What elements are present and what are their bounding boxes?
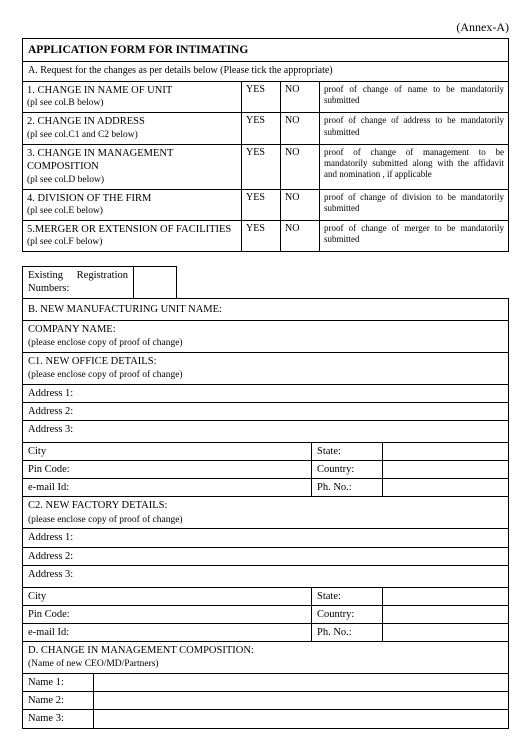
c2-email[interactable]: e-mail Id: xyxy=(23,624,312,642)
name2-label: Name 2: xyxy=(23,692,94,710)
c2-state-label: State: xyxy=(312,587,383,605)
name1-label: Name 1: xyxy=(23,674,94,692)
c2-city[interactable]: City xyxy=(23,587,312,605)
row-3-yes[interactable]: YES xyxy=(242,144,281,189)
row-5-no[interactable]: NO xyxy=(281,220,320,251)
row-3: 3. CHANGE IN MANAGEMENT COMPOSITION (pl … xyxy=(23,144,509,189)
row-2-ref: (pl see col.C1 and C2 below) xyxy=(27,130,138,140)
c1-pin[interactable]: Pin Code: xyxy=(23,461,312,479)
row-2-head: 2. CHANGE IN ADDRESS xyxy=(27,116,145,127)
row-1-head: 1. CHANGE IN NAME OF UNIT xyxy=(27,85,172,96)
c1-country-label: Country: xyxy=(312,461,383,479)
c2-phone-label: Ph. No.: xyxy=(312,624,383,642)
row-5-ref: (pl see col.F below) xyxy=(27,237,102,247)
c2-pin[interactable]: Pin Code: xyxy=(23,605,312,623)
c1-phone-value[interactable] xyxy=(383,479,509,497)
row-1-ref: (pl see col.B below) xyxy=(27,98,104,108)
section-c1-ref: (please enclose copy of proof of change) xyxy=(28,370,183,380)
existing-reg-value[interactable] xyxy=(134,267,177,298)
company-name-ref: (please enclose copy of proof of change) xyxy=(28,338,183,348)
c1-phone-label: Ph. No.: xyxy=(312,479,383,497)
row-4-proof: proof of change of division to be mandat… xyxy=(320,189,509,220)
c1-country-value[interactable] xyxy=(383,461,509,479)
existing-reg-table: Existing Registration Numbers: xyxy=(22,266,177,298)
row-3-proof: proof of change of management to be mand… xyxy=(320,144,509,189)
row-1-yes[interactable]: YES xyxy=(242,81,281,112)
row-1: 1. CHANGE IN NAME OF UNIT (pl see col.B … xyxy=(23,81,509,112)
row-5-head: 5.MERGER OR EXTENSION OF FACILITIES xyxy=(27,224,231,235)
c2-state-value[interactable] xyxy=(383,587,509,605)
row-1-no[interactable]: NO xyxy=(281,81,320,112)
row-2: 2. CHANGE IN ADDRESS (pl see col.C1 and … xyxy=(23,113,509,144)
section-c2-ref: (please enclose copy of proof of change) xyxy=(28,515,183,525)
existing-reg-label: Existing Registration Numbers: xyxy=(23,267,134,298)
row-5-proof: proof of change of merger to be mandator… xyxy=(320,220,509,251)
annex-label: (Annex-A) xyxy=(22,20,509,35)
row-5: 5.MERGER OR EXTENSION OF FACILITIES (pl … xyxy=(23,220,509,251)
c1-addr3[interactable]: Address 3: xyxy=(23,420,509,442)
section-c2-head: C2. NEW FACTORY DETAILS: xyxy=(28,500,167,511)
section-c1-head: C1. NEW OFFICE DETAILS: xyxy=(28,356,156,367)
c1-addr1[interactable]: Address 1: xyxy=(23,384,509,402)
row-3-no[interactable]: NO xyxy=(281,144,320,189)
c1-email[interactable]: e-mail Id: xyxy=(23,479,312,497)
row-2-yes[interactable]: YES xyxy=(242,113,281,144)
name1-value[interactable] xyxy=(94,674,509,692)
row-3-head: 3. CHANGE IN MANAGEMENT COMPOSITION xyxy=(27,148,173,173)
c2-addr1[interactable]: Address 1: xyxy=(23,529,509,547)
row-4: 4. DIVISION OF THE FIRM (pl see col.E be… xyxy=(23,189,509,220)
request-instruction: A. Request for the changes as per detail… xyxy=(23,62,509,82)
name2-value[interactable] xyxy=(94,692,509,710)
company-name-label: COMPANY NAME: xyxy=(28,324,116,335)
name3-value[interactable] xyxy=(94,710,509,728)
row-2-no[interactable]: NO xyxy=(281,113,320,144)
c1-state-value[interactable] xyxy=(383,443,509,461)
row-2-proof: proof of change of address to be mandato… xyxy=(320,113,509,144)
section-a-table: APPLICATION FORM FOR INTIMATING A. Reque… xyxy=(22,38,509,252)
row-4-yes[interactable]: YES xyxy=(242,189,281,220)
c1-city[interactable]: City xyxy=(23,443,312,461)
c2-country-value[interactable] xyxy=(383,605,509,623)
section-b-head: B. NEW MANUFACTURING UNIT NAME: xyxy=(23,298,509,320)
row-5-yes[interactable]: YES xyxy=(242,220,281,251)
form-title: APPLICATION FORM FOR INTIMATING xyxy=(23,39,509,62)
row-4-head: 4. DIVISION OF THE FIRM xyxy=(27,193,151,204)
section-d-head: D. CHANGE IN MANAGEMENT COMPOSITION: xyxy=(28,645,254,656)
section-d-ref: (Name of new CEO/MD/Partners) xyxy=(28,659,159,669)
row-3-ref: (pl see col.D below) xyxy=(27,175,104,185)
details-table: B. NEW MANUFACTURING UNIT NAME: COMPANY … xyxy=(22,298,509,729)
c2-phone-value[interactable] xyxy=(383,624,509,642)
c2-addr2[interactable]: Address 2: xyxy=(23,547,509,565)
row-4-no[interactable]: NO xyxy=(281,189,320,220)
c1-addr2[interactable]: Address 2: xyxy=(23,402,509,420)
row-4-ref: (pl see col.E below) xyxy=(27,206,103,216)
name3-label: Name 3: xyxy=(23,710,94,728)
c1-state-label: State: xyxy=(312,443,383,461)
c2-addr3[interactable]: Address 3: xyxy=(23,565,509,587)
row-1-proof: proof of change of name to be mandatoril… xyxy=(320,81,509,112)
c2-country-label: Country: xyxy=(312,605,383,623)
